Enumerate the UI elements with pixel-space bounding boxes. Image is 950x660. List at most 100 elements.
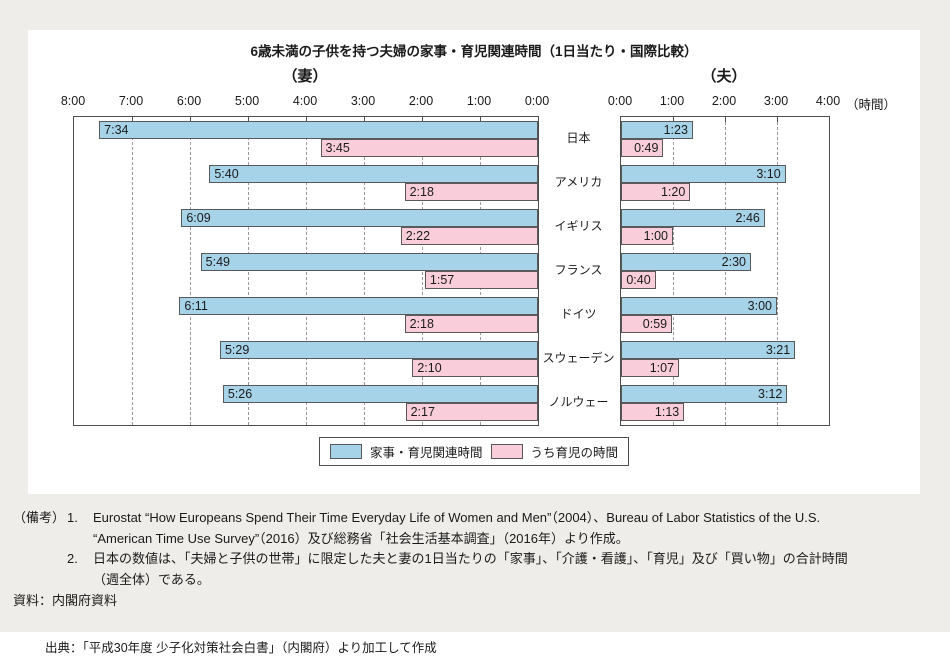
- legend-label-childcare: うち育児の時間: [530, 446, 619, 460]
- note-prefix: （備考）: [13, 510, 66, 525]
- country-label: ノルウェー: [548, 395, 609, 409]
- plot-area-husband: 1:23 0:49 3:10 1:20 2:46 1:00 2:30 0:40 3:00 0:59…: [620, 116, 830, 426]
- bar-childcare: 2:10: [412, 359, 538, 377]
- axis-tick-label: 1:00: [466, 94, 492, 108]
- axis-tick-mark: [364, 117, 365, 122]
- bar-value-label: 3:00: [747, 298, 772, 313]
- legend-label-total: 家事・育児関連時間: [369, 446, 483, 460]
- bar-childcare: 1:20: [621, 183, 691, 201]
- bar-value-label: 0:59: [642, 316, 668, 331]
- legend-swatch-total: [329, 444, 362, 459]
- country-label: ドイツ: [560, 307, 597, 321]
- axis-tick-label: 6:00: [176, 94, 202, 108]
- axis-tick-label: 0:00: [524, 94, 550, 108]
- bar-value-label: 2:17: [410, 404, 435, 419]
- note-text: 日本の数値は、「夫婦と子供の世帯」に限定した夫と妻の1日当たりの「家事」、「介護…: [93, 549, 937, 590]
- gridline: [673, 117, 674, 425]
- bar-total: 2:30: [621, 253, 751, 271]
- axis-tick-label: 1:00: [659, 94, 685, 108]
- axis-husband: 0:00 1:00 2:00 3:00 4:00: [608, 94, 840, 110]
- axis-tick-mark: [422, 117, 423, 122]
- gridline: [422, 117, 423, 425]
- notes-block: （備考） 1. Eurostat “How Europeans Spend Th…: [13, 508, 937, 612]
- bar-childcare: 1:07: [621, 359, 680, 377]
- axis-tick-mark: [673, 117, 674, 122]
- panel-label-wife: （妻）: [282, 68, 328, 85]
- source-line: 出典：「平成30年度 少子化対策社会白書」（内閣府）より加工して作成: [45, 640, 437, 655]
- bar-value-label: 5:40: [214, 166, 239, 181]
- note-line: 日本の数値は、「夫婦と子供の世帯」に限定した夫と妻の1日当たりの「家事」、「介護…: [93, 551, 848, 566]
- gridline: [306, 117, 307, 425]
- axis-wife: 8:00 7:00 6:00 5:00 4:00 3:00 2:00 1:00 0:00: [61, 94, 549, 110]
- country-label: 日本: [566, 131, 591, 145]
- bar-value-label: 1:00: [643, 228, 668, 243]
- bar-total: 7:34: [99, 121, 538, 139]
- bar-childcare: 0:40: [621, 271, 656, 289]
- bar-value-label: 5:29: [224, 342, 250, 357]
- bar-value-label: 6:09: [186, 210, 211, 225]
- legend: 家事・育児関連時間 うち育児の時間: [318, 437, 630, 466]
- axis-tick-label: 7:00: [118, 94, 144, 108]
- bar-value-label: 2:30: [721, 254, 746, 269]
- bar-childcare: 0:49: [621, 139, 664, 157]
- bar-value-label: 1:20: [660, 184, 686, 199]
- axis-tick-label: 4:00: [815, 94, 841, 108]
- panel-label-husband: （夫）: [701, 68, 747, 85]
- legend-wrap: 家事・育児関連時間 うち育児の時間: [28, 437, 920, 466]
- bar-childcare: 1:13: [621, 403, 685, 421]
- bar-value-label: 5:49: [205, 254, 230, 269]
- bar-childcare: 2:17: [405, 403, 538, 421]
- axis-tick-label: 0:00: [607, 94, 633, 108]
- note-item: （備考） 1. Eurostat “How Europeans Spend Th…: [13, 508, 937, 549]
- axis-tick-mark: [480, 117, 481, 122]
- note-line: “American Time Use Survey”（2016）及び総務省「社会…: [93, 530, 629, 546]
- note-prefix: [13, 549, 67, 590]
- gridline: [364, 117, 365, 425]
- gridline: [190, 117, 191, 425]
- bar-childcare: 2:18: [404, 183, 538, 201]
- plot-area-wife: 7:34 3:45 5:40 2:18 6:09 2:22 5:49 1:57 6:11 2:18…: [73, 116, 539, 426]
- bar-value-label: 1:57: [429, 272, 455, 287]
- bar-value-label: 0:40: [626, 272, 651, 287]
- bar-value-label: 3:21: [765, 342, 791, 357]
- legend-swatch-childcare: [490, 444, 523, 459]
- bar-total: 6:09: [181, 209, 538, 227]
- axis-tick-mark: [132, 117, 133, 122]
- bar-total: 5:29: [219, 341, 538, 359]
- bar-childcare: 1:00: [621, 227, 673, 245]
- country-label: アメリカ: [554, 175, 603, 189]
- note-number: 2.: [67, 551, 78, 566]
- bar-childcare: 3:45: [320, 139, 538, 157]
- axis-unit-label: （時間）: [846, 98, 897, 112]
- bar-value-label: 2:22: [405, 228, 431, 243]
- gridline: [725, 117, 726, 425]
- bar-total: 1:23: [621, 121, 693, 139]
- bar-total: 6:11: [179, 297, 538, 315]
- bar-value-label: 2:18: [409, 316, 434, 331]
- bar-value-label: 2:10: [417, 360, 442, 375]
- bar-value-label: 1:23: [663, 122, 688, 137]
- bar-value-label: 1:07: [649, 360, 675, 375]
- note-text: Eurostat “How Europeans Spend Their Time…: [93, 508, 937, 549]
- chart-card: 6歳未満の子供を持つ夫婦の家事・育児関連時間（1日当たり・国際比較） （妻） （…: [28, 30, 920, 494]
- gridline: [132, 117, 133, 425]
- axis-tick-label: 8:00: [60, 94, 86, 108]
- note-line: （週全体）である。: [93, 571, 210, 587]
- bar-childcare: 1:57: [424, 271, 538, 289]
- country-labels: 日本 アメリカ イギリス フランス ドイツ スウェーデン ノルウェー: [537, 116, 620, 424]
- bar-total: 3:12: [621, 385, 788, 403]
- bar-value-label: 2:46: [735, 210, 760, 225]
- axis-tick-label: 2:00: [408, 94, 434, 108]
- bar-value-label: 2:18: [409, 184, 434, 199]
- bar-value-label: 3:45: [325, 140, 350, 155]
- bar-total: 3:21: [621, 341, 796, 359]
- note-number: 1.: [67, 510, 78, 525]
- country-label: イギリス: [554, 219, 603, 233]
- notes-source: 資料：内閣府資料: [13, 593, 118, 608]
- bar-value-label: 7:34: [104, 122, 129, 137]
- axis-tick-mark: [725, 117, 726, 122]
- country-label: スウェーデン: [542, 351, 615, 365]
- bar-value-label: 0:49: [634, 140, 659, 155]
- note-item: 2. 日本の数値は、「夫婦と子供の世帯」に限定した夫と妻の1日当たりの「家事」、…: [13, 549, 937, 590]
- axis-tick-label: 3:00: [763, 94, 789, 108]
